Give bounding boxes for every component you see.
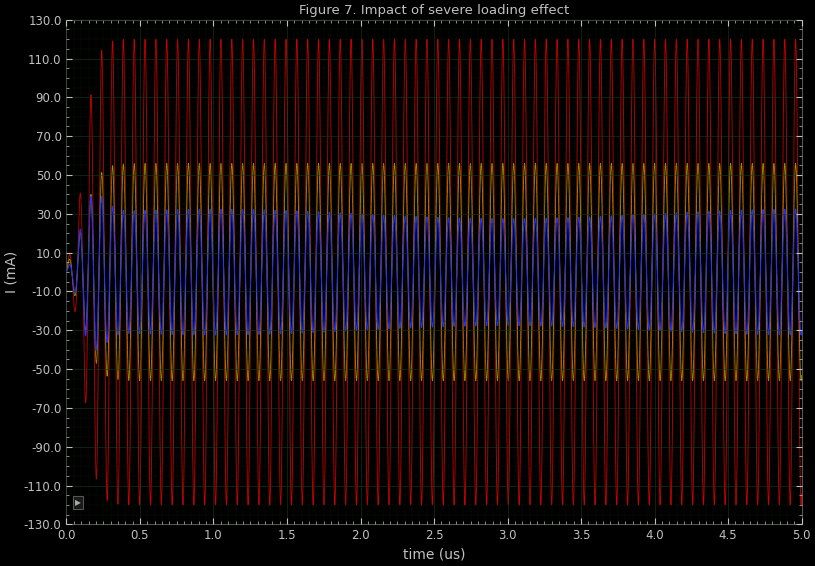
- Y-axis label: I (mA): I (mA): [4, 251, 18, 293]
- Title: Figure 7. Impact of severe loading effect: Figure 7. Impact of severe loading effec…: [299, 4, 569, 17]
- Text: ▶: ▶: [75, 498, 82, 507]
- X-axis label: time (us): time (us): [403, 548, 465, 562]
